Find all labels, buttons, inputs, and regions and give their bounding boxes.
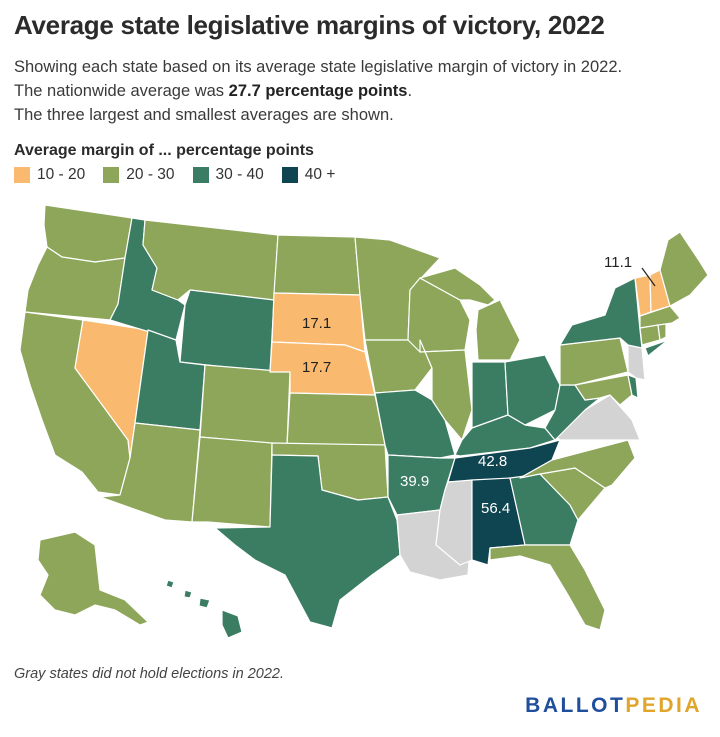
subtitle-line-2: The nationwide average was 27.7 percenta… bbox=[14, 82, 412, 101]
state-alaska[interactable] bbox=[37, 531, 149, 626]
legend-label-10-20: 10 - 20 bbox=[37, 166, 86, 183]
state-north-carolina[interactable] bbox=[519, 439, 636, 489]
label-vermont: 11.1 bbox=[604, 254, 632, 271]
label-tennessee: 42.8 bbox=[478, 453, 507, 470]
nationwide-average: 27.7 percentage points bbox=[228, 82, 408, 100]
state-illinois[interactable] bbox=[419, 339, 473, 441]
state-kentucky[interactable] bbox=[454, 414, 556, 457]
state-delaware[interactable] bbox=[627, 374, 639, 399]
label-south-dakota: 17.1 bbox=[302, 315, 331, 332]
subtitle-line-3: The three largest and smallest averages … bbox=[14, 106, 394, 124]
legend-title: Average margin of ... percentage points bbox=[14, 142, 314, 159]
state-north-dakota[interactable] bbox=[273, 234, 361, 296]
vermont-callout-line bbox=[641, 267, 656, 287]
state-wyoming[interactable] bbox=[179, 289, 275, 373]
us-map-svg: 11.1 17.1 17.7 42.8 56.4 39.9 bbox=[19, 204, 709, 639]
us-map: 11.1 17.1 17.7 42.8 56.4 39.9 bbox=[0, 195, 720, 655]
state-new-mexico[interactable] bbox=[191, 436, 273, 528]
subtitle-line-1: Showing each state based on its average … bbox=[14, 58, 623, 76]
legend-label-40-plus: 40 + bbox=[304, 166, 336, 183]
footnote-gray: Gray bbox=[14, 666, 46, 682]
subtitle-line-2-prefix: The nationwide average was bbox=[14, 82, 229, 100]
state-rhode-island[interactable] bbox=[657, 323, 667, 341]
legend-swatch-30-40 bbox=[192, 167, 209, 183]
ballotpedia-logo: BALLOTPEDIA bbox=[525, 694, 702, 718]
logo-part-pedia: PEDIA bbox=[625, 694, 702, 717]
state-massachusetts[interactable] bbox=[639, 305, 681, 329]
state-new-jersey[interactable] bbox=[627, 344, 646, 381]
label-nebraska: 17.7 bbox=[302, 359, 331, 376]
state-montana[interactable] bbox=[142, 219, 279, 301]
state-ohio[interactable] bbox=[504, 354, 561, 426]
legend-label-20-30: 20 - 30 bbox=[126, 166, 175, 183]
footnote-rest: states did not hold elections in 2022. bbox=[45, 666, 285, 682]
state-virginia[interactable] bbox=[544, 394, 641, 441]
state-florida[interactable] bbox=[489, 544, 606, 631]
legend-item-10-20: 10 - 20 bbox=[14, 166, 85, 184]
state-colorado[interactable] bbox=[199, 364, 291, 446]
label-alabama: 56.4 bbox=[481, 500, 510, 517]
label-arkansas: 39.9 bbox=[400, 473, 429, 490]
state-connecticut[interactable] bbox=[639, 324, 661, 346]
logo-part-ballot: BALLOT bbox=[525, 694, 626, 717]
legend-swatch-10-20 bbox=[14, 167, 30, 183]
state-new-york[interactable] bbox=[559, 277, 669, 357]
legend-item-20-30: 20 - 30 bbox=[103, 166, 175, 184]
legend-item-30-40: 30 - 40 bbox=[192, 166, 264, 184]
legend-swatch-40-plus bbox=[281, 167, 298, 183]
state-hawaii[interactable] bbox=[165, 579, 243, 639]
chart-title: Average state legislative margins of vic… bbox=[14, 10, 605, 40]
state-maine[interactable] bbox=[659, 231, 709, 307]
state-michigan[interactable] bbox=[419, 267, 521, 361]
legend-item-40-plus: 40 + bbox=[281, 166, 336, 184]
legend: 10 - 20 20 - 30 30 - 40 40 + bbox=[14, 166, 335, 184]
subtitle-line-2-suffix: . bbox=[407, 82, 413, 100]
legend-swatch-20-30 bbox=[103, 167, 120, 183]
legend-label-30-40: 30 - 40 bbox=[215, 166, 264, 183]
state-kansas[interactable] bbox=[286, 392, 386, 446]
footnote: Gray states did not hold elections in 20… bbox=[14, 666, 284, 682]
state-texas[interactable] bbox=[214, 454, 401, 629]
